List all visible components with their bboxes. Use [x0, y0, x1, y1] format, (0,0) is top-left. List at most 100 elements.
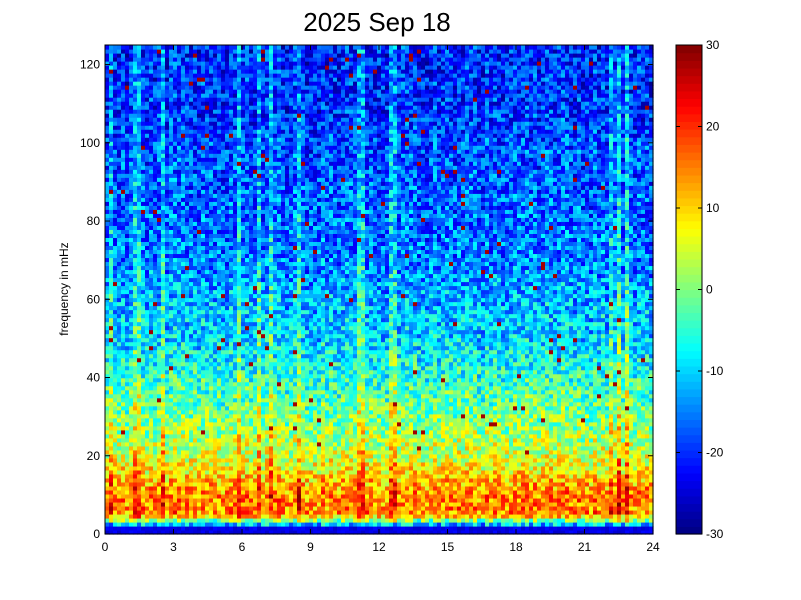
heatmap-cell — [121, 233, 126, 238]
heatmap-cell — [257, 177, 262, 182]
heatmap-cell — [209, 517, 214, 523]
heatmap-cell — [221, 145, 226, 150]
heatmap-cell — [173, 437, 178, 443]
heatmap-cell — [261, 221, 266, 226]
heatmap-cell — [105, 257, 110, 263]
heatmap-cell — [233, 269, 238, 275]
heatmap-cell — [237, 101, 242, 106]
heatmap-cell — [189, 237, 194, 242]
heatmap-cell — [201, 509, 206, 515]
heatmap-cell — [185, 57, 190, 62]
heatmap-cell — [261, 421, 266, 427]
heatmap-cell — [189, 81, 194, 86]
heatmap-cell — [149, 257, 154, 263]
heatmap-cell — [185, 381, 190, 387]
heatmap-cell — [209, 77, 214, 82]
heatmap-cell — [149, 449, 154, 455]
heatmap-cell — [169, 85, 174, 90]
heatmap-cell — [177, 129, 182, 134]
heatmap-cell — [125, 225, 130, 230]
heatmap-cell — [237, 125, 242, 130]
heatmap-cell — [145, 473, 150, 479]
heatmap-cell — [233, 405, 238, 411]
heatmap-cell — [201, 433, 206, 439]
heatmap-cell — [165, 85, 170, 90]
heatmap-cell — [137, 77, 142, 82]
heatmap-cell — [197, 193, 202, 198]
heatmap-cell — [205, 249, 210, 255]
heatmap-cell — [193, 185, 198, 190]
heatmap-cell — [117, 413, 122, 419]
heatmap-cell — [261, 401, 266, 407]
heatmap-cell — [137, 361, 142, 367]
heatmap-cell — [245, 253, 250, 259]
heatmap-cell — [257, 49, 262, 54]
heatmap-cell — [265, 85, 270, 90]
heatmap-cell — [113, 45, 118, 50]
heatmap-cell — [105, 373, 110, 379]
heatmap-cell — [149, 65, 154, 70]
heatmap-cell — [233, 137, 238, 142]
heatmap-cell — [233, 73, 238, 78]
heatmap-cell — [201, 349, 206, 355]
heatmap-cell — [125, 517, 130, 523]
heatmap-cell — [157, 393, 162, 399]
heatmap-cell — [237, 293, 242, 299]
heatmap-cell — [113, 129, 118, 134]
heatmap-cell — [241, 273, 246, 279]
heatmap-cell — [265, 225, 270, 230]
heatmap-cell — [237, 489, 242, 495]
heatmap-cell — [141, 369, 146, 375]
heatmap-cell — [169, 229, 174, 234]
heatmap-cell — [237, 349, 242, 355]
heatmap-cell — [161, 369, 166, 375]
heatmap-cell — [201, 381, 206, 387]
heatmap-cell — [173, 261, 178, 267]
heatmap-cell — [145, 205, 150, 210]
heatmap-cell — [209, 197, 214, 202]
heatmap-cell — [125, 265, 130, 271]
heatmap-cell — [169, 461, 174, 467]
heatmap-cell — [213, 273, 218, 279]
heatmap-cell — [265, 401, 270, 407]
heatmap-cell — [265, 361, 270, 367]
heatmap-cell — [145, 85, 150, 90]
heatmap-cell — [141, 169, 146, 174]
heatmap-cell — [193, 377, 198, 383]
heatmap-cell — [189, 261, 194, 267]
heatmap-cell — [121, 401, 126, 407]
heatmap-cell — [249, 513, 254, 519]
heatmap-cell — [197, 461, 202, 467]
heatmap-cell — [141, 421, 146, 427]
heatmap-cell — [165, 105, 170, 110]
heatmap-cell — [145, 285, 150, 291]
heatmap-cell — [121, 301, 126, 307]
heatmap-cell — [209, 449, 214, 455]
heatmap-cell — [233, 337, 238, 343]
heatmap-cell — [109, 325, 114, 331]
heatmap-cell — [225, 325, 230, 331]
heatmap-cell — [229, 469, 234, 475]
heatmap-cell — [105, 193, 110, 198]
heatmap-cell — [265, 317, 270, 323]
heatmap-cell — [173, 77, 178, 82]
heatmap-cell — [201, 241, 206, 247]
heatmap-cell — [261, 265, 266, 271]
heatmap-cell — [193, 481, 198, 487]
heatmap-cell — [113, 217, 118, 222]
heatmap-cell — [157, 409, 162, 415]
heatmap-cell — [149, 353, 154, 359]
heatmap-cell — [165, 241, 170, 247]
heatmap-cell — [225, 433, 230, 439]
heatmap-cell — [181, 521, 186, 527]
heatmap-cell — [221, 521, 226, 527]
heatmap-cell — [249, 413, 254, 419]
heatmap-cell — [221, 517, 226, 523]
heatmap-cell — [253, 445, 258, 451]
heatmap-cell — [265, 169, 270, 174]
heatmap-cell — [125, 297, 130, 303]
heatmap-cell — [205, 425, 210, 431]
heatmap-cell — [225, 257, 230, 263]
heatmap-cell — [141, 521, 146, 527]
heatmap-cell — [125, 493, 130, 499]
